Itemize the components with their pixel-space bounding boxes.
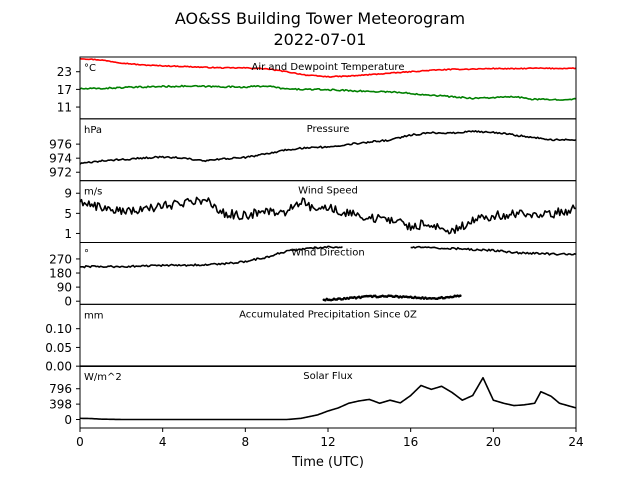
series-line: [79, 84, 577, 101]
y-tick-label: 976: [49, 138, 72, 152]
panel-title: Air and Dewpoint Temperature: [252, 62, 405, 73]
x-tick-label: 24: [568, 435, 583, 449]
panel-unit: hPa: [84, 125, 102, 136]
series-line: [410, 245, 577, 256]
panel-title: Solar Flux: [303, 371, 353, 382]
y-tick-label: 974: [49, 152, 72, 166]
y-tick-label: 11: [57, 101, 72, 115]
series-line: [79, 130, 577, 165]
y-tick-label: 5: [64, 207, 72, 221]
x-tick-label: 4: [159, 435, 167, 449]
panel-unit: °: [84, 249, 89, 260]
panel-title: Wind Speed: [298, 186, 358, 197]
series-line: [79, 57, 577, 78]
y-tick-label: 0.05: [45, 341, 72, 355]
y-tick-label: 0: [64, 295, 72, 309]
panel-title: Accumulated Precipitation Since 0Z: [239, 309, 417, 320]
panel-title: Wind Direction: [291, 248, 365, 259]
y-tick-label: 23: [57, 65, 72, 79]
panel-unit: mm: [84, 310, 103, 321]
y-tick-label: 0: [64, 413, 72, 427]
x-axis-label: Time (UTC): [291, 455, 364, 470]
panel-wind_speed: 1 5 9 m/s Wind Speed: [64, 180, 577, 244]
y-tick-label: 398: [49, 398, 72, 412]
x-tick-label: 16: [403, 435, 418, 449]
panel-temp: 11 17 23 °C Air and Dewpoint Temperature: [57, 56, 577, 120]
panel-title: Pressure: [307, 124, 350, 135]
panel-unit: m/s: [84, 187, 102, 198]
y-tick-label: 17: [57, 83, 72, 97]
panel-unit: W/m^2: [84, 372, 122, 383]
series-line: [79, 196, 577, 235]
y-tick-label: 0.10: [45, 322, 72, 336]
y-tick-label: 90: [57, 281, 72, 295]
series-point: [458, 294, 462, 298]
x-tick-label: 12: [320, 435, 335, 449]
y-tick-label: 796: [49, 382, 72, 396]
panel-unit: °C: [84, 63, 96, 74]
y-tick-label: 0.00: [45, 360, 72, 374]
y-tick-label: 180: [49, 267, 72, 281]
x-tick-label: 0: [76, 435, 84, 449]
y-tick-label: 1: [64, 227, 72, 241]
x-tick-label: 20: [486, 435, 501, 449]
chart-subtitle: 2022-07-01: [274, 30, 367, 49]
y-tick-label: 9: [64, 187, 72, 201]
y-tick-label: 972: [49, 166, 72, 180]
y-tick-label: 270: [49, 252, 72, 266]
panel-precip: 0.00 0.05 0.10 mm Accumulated Precipitation …: [45, 303, 577, 374]
chart-title: AO&SS Building Tower Meteorogram: [175, 9, 465, 28]
series-line: [79, 376, 577, 421]
series-line: [79, 245, 343, 269]
x-tick-label: 8: [242, 435, 250, 449]
